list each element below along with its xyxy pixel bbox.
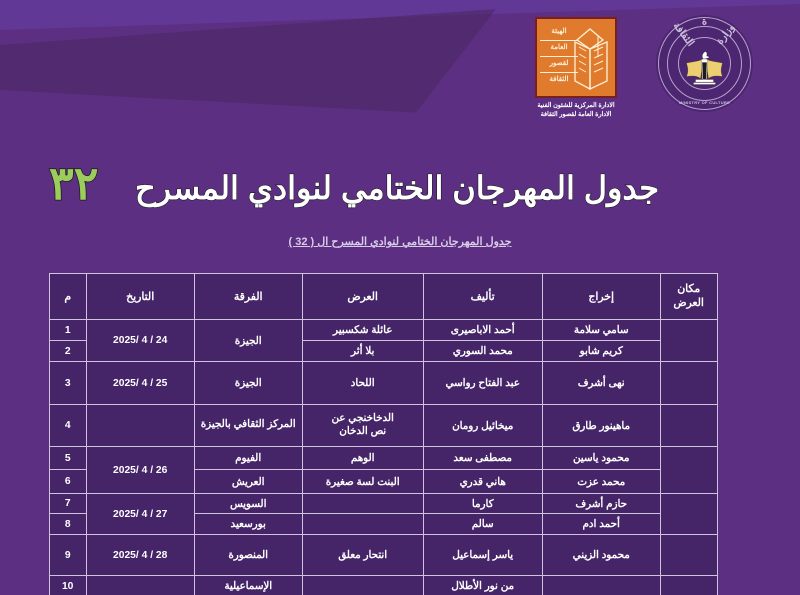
svg-text:ة: ة [702,17,707,28]
svg-text:MINISTRY OF CULTURE: MINISTRY OF CULTURE [679,100,730,105]
